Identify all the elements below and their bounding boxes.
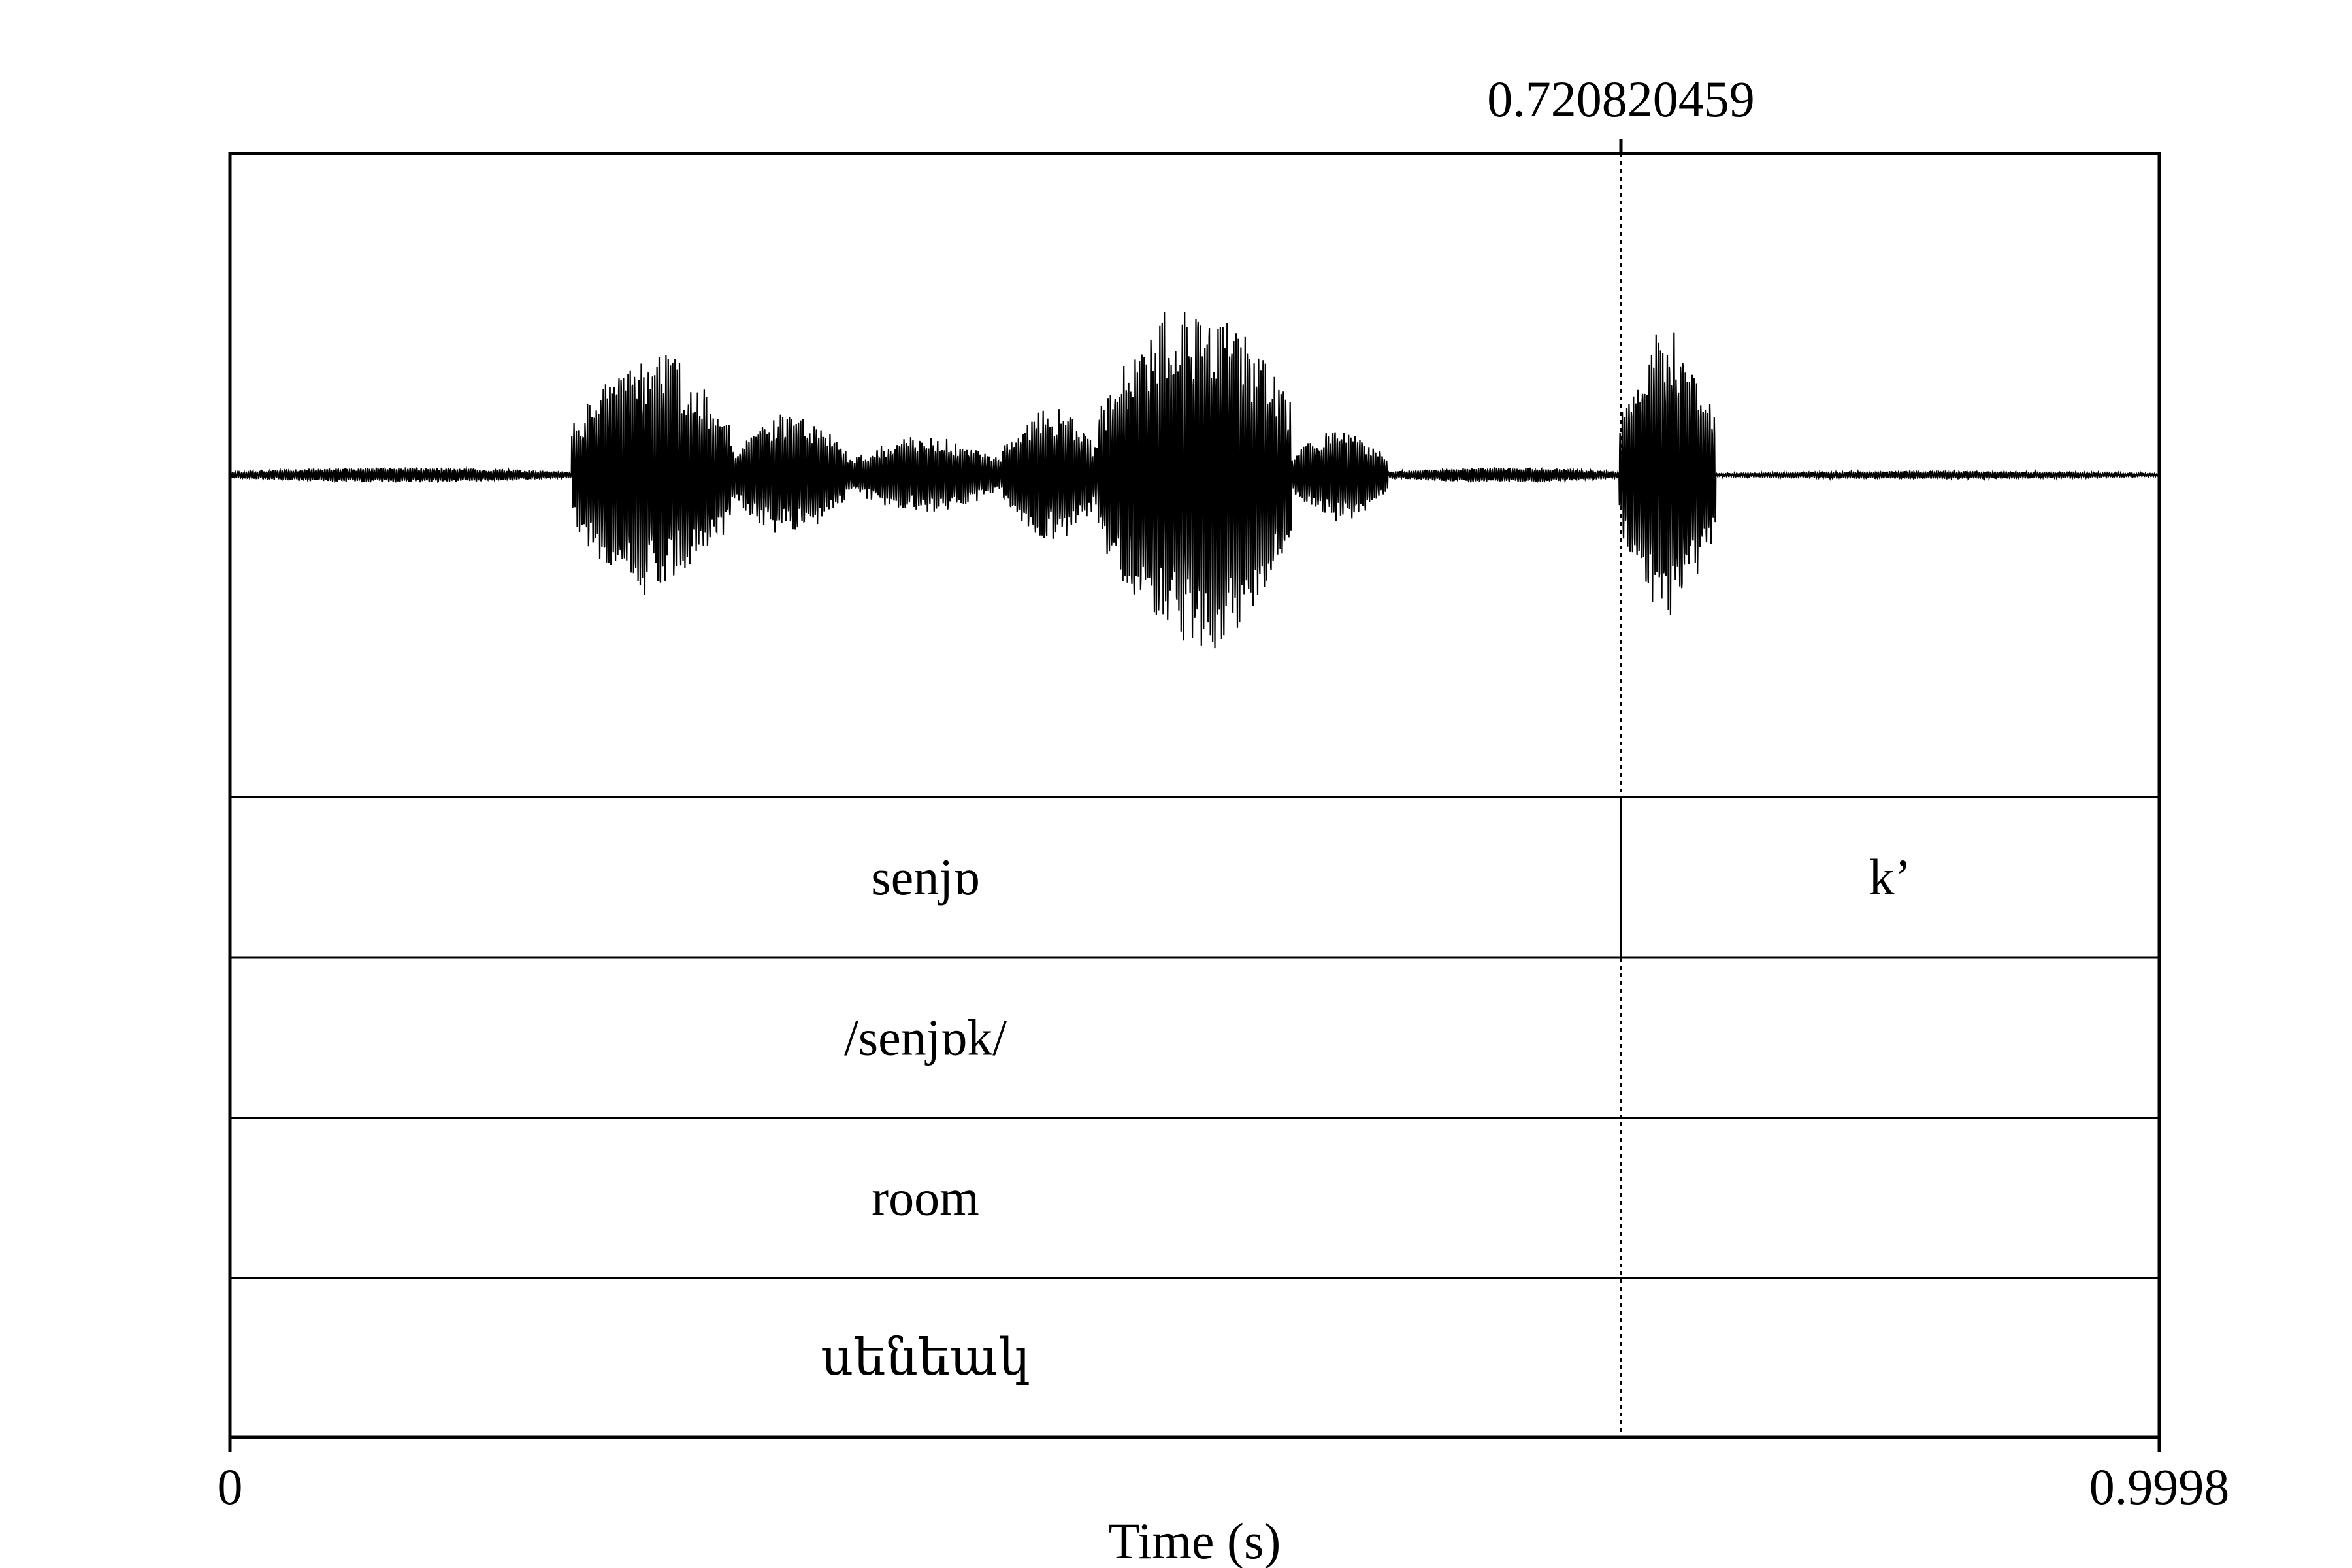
waveform-signal xyxy=(229,312,2160,649)
tier-phonemic-interval-1: /senjɒk/ xyxy=(844,1009,1007,1066)
tier-phones-interval-2: k’ xyxy=(1869,849,1912,906)
x-axis-label: Time (s) xyxy=(1109,1512,1281,1568)
x-tick-label-end: 0.9998 xyxy=(2089,1458,2230,1515)
tier-orthography-interval-1: սենեակ xyxy=(821,1329,1030,1386)
waveform xyxy=(229,312,2160,649)
tier-phones-interval-1: senjɒ xyxy=(871,849,979,906)
plot-frame xyxy=(228,152,2161,1439)
tier-dividers xyxy=(230,796,2159,1279)
tier-gloss-interval-1: room xyxy=(872,1169,979,1226)
cursor-time-label: 0.720820459 xyxy=(1487,71,1755,127)
x-tick-label-start: 0 xyxy=(218,1458,243,1515)
